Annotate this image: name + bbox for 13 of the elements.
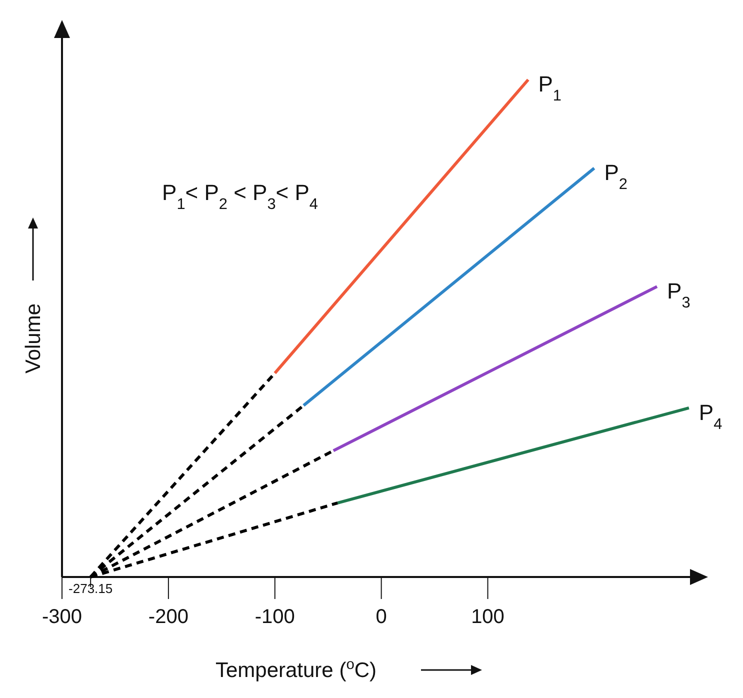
annotation: -273.15 [68, 581, 113, 596]
series-label: P$_{2}$ [604, 160, 628, 193]
series-label: P$_{3}$ [667, 278, 690, 312]
y-axis-title: Volume [22, 303, 45, 374]
series-label: P$_{4}$ [698, 400, 723, 432]
x-tick-label: 0 [376, 606, 387, 628]
series-label: P$_{1}$ [538, 72, 562, 104]
x-tick-label: -100 [254, 606, 295, 628]
x-tick-label: -300 [42, 606, 82, 628]
x-tick-label: 100 [471, 606, 504, 628]
annotation: P$_{1}$< P$_{2}$ < P$_{3}$< P$_{4}$ [162, 180, 318, 212]
x-tick-label: -200 [148, 606, 188, 628]
x-axis-title: Temperature ($^{o}$C) [215, 657, 377, 682]
